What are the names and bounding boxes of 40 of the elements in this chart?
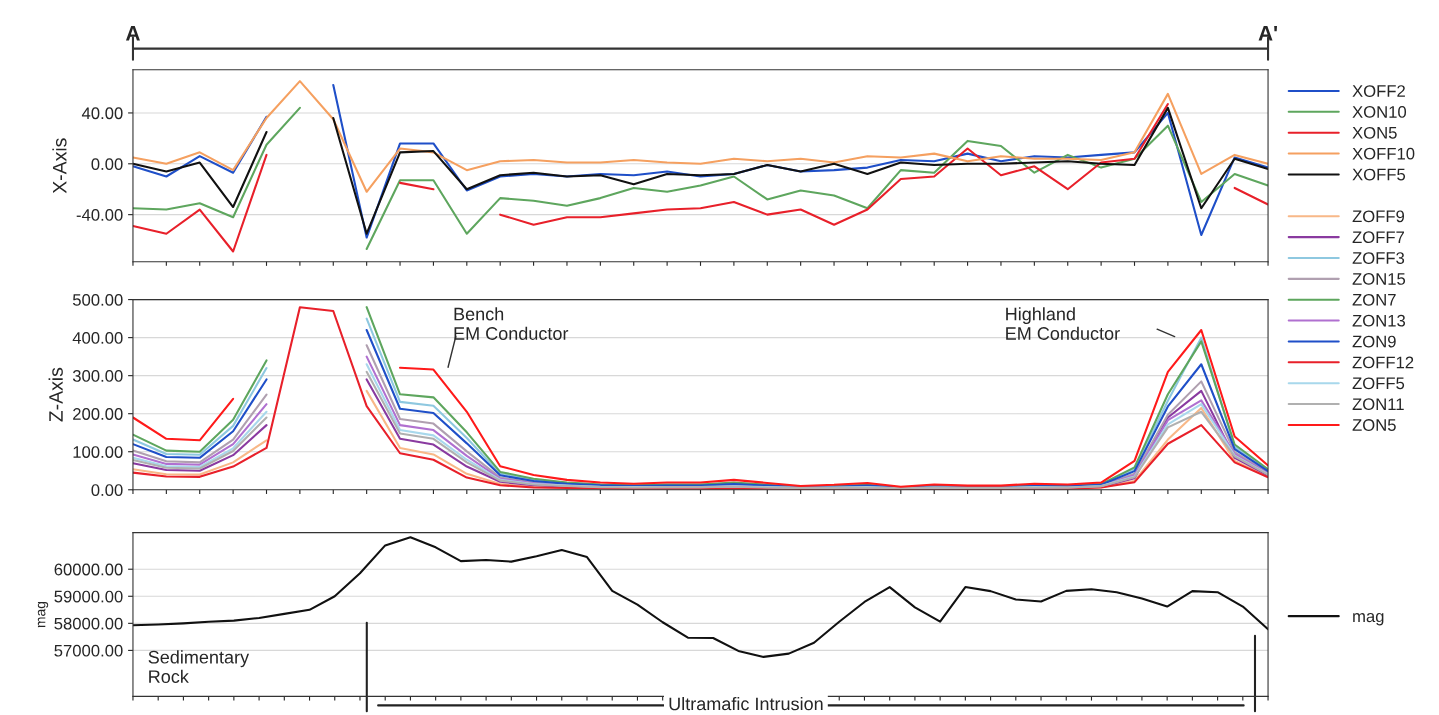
y-tick-label: 58000.00 — [54, 617, 123, 630]
legend-label: XOFF2 — [1352, 85, 1405, 97]
legend-label: ZOFF5 — [1352, 377, 1405, 390]
line-series — [132, 80, 1269, 193]
y-tick-label: 57000.00 — [54, 644, 123, 657]
y-tick-label: -40.00 — [76, 209, 123, 221]
text: Ultramafic Intrusion — [669, 697, 823, 711]
legend-label: ZON11 — [1352, 398, 1404, 411]
y-tick-label: 40.00 — [81, 107, 123, 120]
legend-label: ZOFF12 — [1352, 356, 1414, 369]
y-tick-label: 400.00 — [72, 332, 123, 344]
legend-label: ZON5 — [1352, 419, 1396, 431]
legend-label: ZON13 — [1352, 314, 1406, 327]
legend-label: XOFF10 — [1352, 147, 1415, 160]
y-tick-label: 200.00 — [73, 408, 123, 420]
y-tick-label: 0.00 — [91, 484, 123, 496]
legend-label: XON10 — [1352, 106, 1407, 118]
legend-label: XON5 — [1352, 126, 1397, 139]
legend-label: ZON7 — [1352, 293, 1396, 306]
legend-label: ZOFF3 — [1352, 252, 1405, 264]
y-tick-label: 300.00 — [72, 370, 123, 382]
y-tick-label: 100.00 — [73, 446, 123, 458]
text: A — [125, 26, 140, 41]
y-tick-label: 500.00 — [72, 293, 123, 306]
legend-label: ZON9 — [1352, 335, 1396, 348]
y-axis-title: Z-Axis — [48, 367, 63, 422]
legend-label: mag — [1353, 613, 1384, 626]
y-tick-label: 0.00 — [91, 158, 123, 170]
annotation: Highland EM Conductor — [1006, 307, 1120, 340]
legend-label: XOFF5 — [1352, 168, 1406, 181]
y-tick-label: 59000.00 — [54, 590, 123, 603]
annotation: Sedimentary Rock — [148, 650, 250, 684]
text: A' — [1258, 26, 1277, 41]
y-axis-title: mag — [37, 601, 49, 628]
legend-label: ZOFF7 — [1352, 231, 1404, 244]
y-axis-title: X-Axis — [52, 138, 67, 194]
legend-label: ZON15 — [1352, 273, 1406, 285]
legend-label: ZOFF9 — [1352, 210, 1405, 223]
y-tick-label: 60000.00 — [54, 563, 123, 576]
annotation: Bench EM Conductor — [454, 307, 569, 340]
